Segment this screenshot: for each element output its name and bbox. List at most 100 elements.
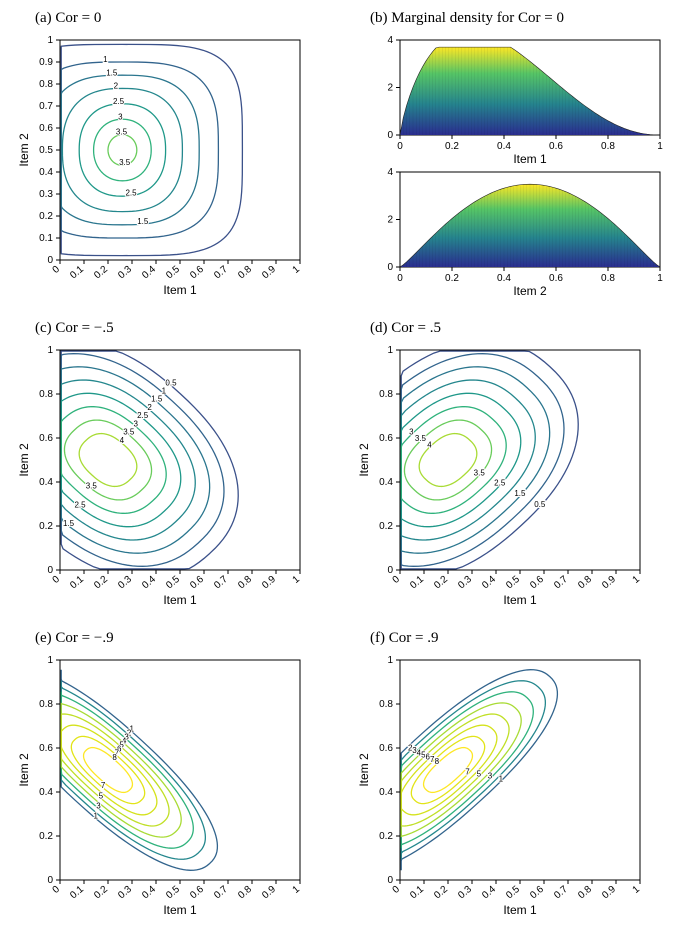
svg-text:0: 0 bbox=[387, 262, 393, 273]
svg-text:0.5: 0.5 bbox=[504, 884, 522, 902]
svg-text:1: 1 bbox=[162, 387, 167, 396]
svg-text:0.1: 0.1 bbox=[408, 884, 426, 902]
svg-text:3.5: 3.5 bbox=[123, 428, 135, 437]
panel-b-title: (b) Marginal density for Cor = 0 bbox=[370, 10, 564, 27]
svg-text:0.6: 0.6 bbox=[528, 884, 546, 902]
svg-text:5: 5 bbox=[477, 770, 482, 779]
svg-text:7: 7 bbox=[101, 781, 106, 790]
svg-text:0.4: 0.4 bbox=[140, 884, 158, 902]
svg-text:1: 1 bbox=[387, 345, 393, 356]
svg-text:0.1: 0.1 bbox=[68, 264, 86, 282]
svg-text:0.8: 0.8 bbox=[236, 884, 254, 902]
svg-text:0.8: 0.8 bbox=[379, 389, 393, 400]
svg-text:0: 0 bbox=[47, 565, 53, 576]
svg-text:0.4: 0.4 bbox=[480, 884, 498, 902]
svg-text:0.3: 0.3 bbox=[456, 884, 474, 902]
svg-text:0.3: 0.3 bbox=[456, 574, 474, 592]
panel-b-lower: 00.20.40.60.81024Item 2 bbox=[366, 166, 670, 299]
svg-text:1: 1 bbox=[93, 811, 98, 820]
svg-text:Item 2: Item 2 bbox=[513, 284, 547, 298]
svg-text:0.7: 0.7 bbox=[212, 264, 230, 282]
svg-text:0.8: 0.8 bbox=[39, 389, 53, 400]
svg-text:1: 1 bbox=[657, 141, 663, 152]
panel-f-title: (f) Cor = .9 bbox=[370, 630, 438, 647]
svg-text:0.4: 0.4 bbox=[480, 574, 498, 592]
svg-text:0.2: 0.2 bbox=[445, 141, 459, 152]
svg-text:8: 8 bbox=[112, 753, 117, 762]
svg-text:0.8: 0.8 bbox=[39, 79, 53, 90]
svg-text:Item 2: Item 2 bbox=[17, 133, 31, 167]
svg-text:Item 1: Item 1 bbox=[503, 903, 537, 917]
svg-text:0.3: 0.3 bbox=[116, 574, 134, 592]
svg-text:0.8: 0.8 bbox=[39, 699, 53, 710]
svg-text:0.4: 0.4 bbox=[39, 787, 53, 798]
panel-e-plot: 00.10.20.30.40.50.60.70.80.9100.20.40.60… bbox=[12, 650, 310, 924]
svg-text:1: 1 bbox=[387, 655, 393, 666]
svg-text:0.9: 0.9 bbox=[600, 574, 618, 592]
svg-text:0.1: 0.1 bbox=[68, 574, 86, 592]
svg-text:0.5: 0.5 bbox=[164, 264, 182, 282]
svg-text:1: 1 bbox=[499, 774, 504, 783]
svg-text:1: 1 bbox=[291, 884, 303, 896]
svg-text:0.4: 0.4 bbox=[39, 167, 53, 178]
svg-text:0.4: 0.4 bbox=[497, 273, 511, 284]
svg-text:0.6: 0.6 bbox=[379, 433, 393, 444]
svg-text:0.6: 0.6 bbox=[188, 574, 206, 592]
svg-text:0.4: 0.4 bbox=[140, 574, 158, 592]
svg-text:1: 1 bbox=[631, 574, 643, 586]
svg-text:0.7: 0.7 bbox=[212, 884, 230, 902]
svg-text:3: 3 bbox=[488, 772, 493, 781]
svg-text:1.5: 1.5 bbox=[137, 217, 149, 226]
svg-text:0: 0 bbox=[387, 130, 393, 141]
svg-text:0.4: 0.4 bbox=[39, 477, 53, 488]
panel-f-plot: 00.10.20.30.40.50.60.70.80.9100.20.40.60… bbox=[352, 650, 650, 924]
svg-text:1: 1 bbox=[291, 574, 303, 586]
svg-text:1: 1 bbox=[47, 655, 53, 666]
svg-text:0.2: 0.2 bbox=[379, 831, 393, 842]
svg-text:0.8: 0.8 bbox=[601, 273, 615, 284]
svg-text:0.5: 0.5 bbox=[165, 378, 177, 387]
svg-text:0.5: 0.5 bbox=[504, 574, 522, 592]
svg-text:0.5: 0.5 bbox=[164, 574, 182, 592]
svg-text:0.3: 0.3 bbox=[39, 189, 53, 200]
svg-text:0.8: 0.8 bbox=[379, 699, 393, 710]
svg-text:0.4: 0.4 bbox=[379, 477, 393, 488]
panel-e-title: (e) Cor = −.9 bbox=[35, 630, 114, 647]
svg-text:0.6: 0.6 bbox=[549, 141, 563, 152]
panel-d-title: (d) Cor = .5 bbox=[370, 320, 441, 337]
svg-text:Item 1: Item 1 bbox=[163, 283, 197, 297]
svg-text:1.5: 1.5 bbox=[106, 68, 118, 77]
svg-text:0.7: 0.7 bbox=[39, 101, 53, 112]
panel-a-plot: 00.10.20.30.40.50.60.70.80.9100.10.20.30… bbox=[12, 30, 310, 304]
svg-text:2.5: 2.5 bbox=[494, 479, 506, 488]
svg-text:0.5: 0.5 bbox=[164, 884, 182, 902]
svg-text:0.6: 0.6 bbox=[39, 123, 53, 134]
svg-text:0.6: 0.6 bbox=[528, 574, 546, 592]
svg-text:0: 0 bbox=[47, 875, 53, 886]
svg-text:2: 2 bbox=[114, 81, 119, 90]
svg-text:0.6: 0.6 bbox=[39, 743, 53, 754]
svg-text:0.1: 0.1 bbox=[39, 233, 53, 244]
panel-a-title: (a) Cor = 0 bbox=[35, 10, 101, 27]
svg-text:Item 2: Item 2 bbox=[17, 753, 31, 787]
svg-text:0.4: 0.4 bbox=[497, 141, 511, 152]
svg-text:5: 5 bbox=[99, 791, 104, 800]
svg-text:0.8: 0.8 bbox=[576, 884, 594, 902]
svg-text:2.5: 2.5 bbox=[125, 189, 137, 198]
svg-text:2.5: 2.5 bbox=[137, 411, 149, 420]
svg-text:3: 3 bbox=[409, 428, 414, 437]
svg-text:1: 1 bbox=[103, 55, 108, 64]
svg-text:0.2: 0.2 bbox=[379, 521, 393, 532]
svg-text:8: 8 bbox=[435, 757, 440, 766]
svg-text:1.5: 1.5 bbox=[151, 395, 163, 404]
svg-text:1: 1 bbox=[47, 345, 53, 356]
svg-text:0.2: 0.2 bbox=[39, 211, 53, 222]
svg-text:0.9: 0.9 bbox=[39, 57, 53, 68]
svg-text:0.6: 0.6 bbox=[379, 743, 393, 754]
svg-text:1: 1 bbox=[631, 884, 643, 896]
svg-text:0.7: 0.7 bbox=[212, 574, 230, 592]
svg-text:0: 0 bbox=[397, 273, 403, 284]
svg-text:4: 4 bbox=[120, 436, 125, 445]
svg-text:0: 0 bbox=[397, 141, 403, 152]
svg-text:0.2: 0.2 bbox=[445, 273, 459, 284]
